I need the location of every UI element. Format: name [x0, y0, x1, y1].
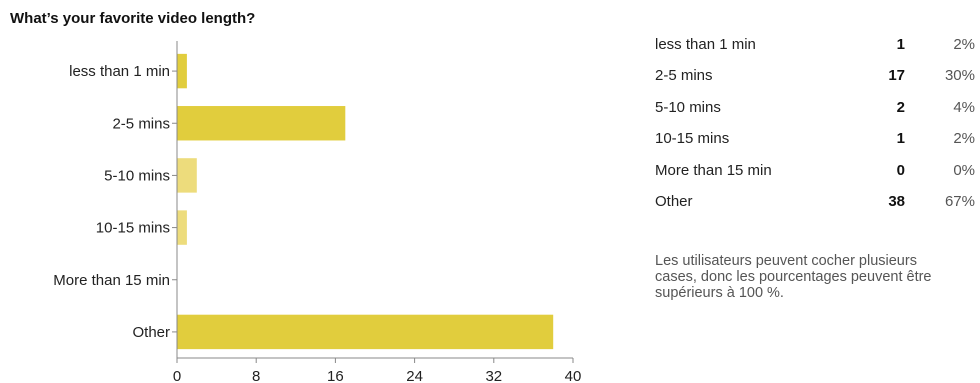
y-tick-label: 5-10 mins [104, 167, 170, 184]
x-tick-label: 24 [406, 368, 423, 383]
summary-label: 10-15 mins [655, 130, 730, 148]
bar [177, 314, 554, 350]
chart-title: What’s your favorite video length? [10, 10, 256, 27]
summary-row: 2-5 mins 17 30% [655, 67, 975, 98]
multi-select-note: Les utilisateurs peuvent cocher plusieur… [655, 253, 932, 301]
x-tick-label: 16 [327, 368, 344, 383]
summary-row: More than 15 min 0 0% [655, 162, 975, 193]
bar-chart: less than 1 min 2-5 mins 5-10 mins 10-15 mi… [53, 41, 582, 383]
y-tick-label: More than 15 min [53, 272, 170, 289]
summary-label: less than 1 min [655, 36, 756, 53]
y-tick-label: 2-5 mins [112, 115, 170, 132]
bar [177, 106, 346, 141]
summary-table: less than 1 min 1 2% 2-5 mins 17 30% 5-1… [655, 36, 975, 224]
summary-label: 5-10 mins [655, 98, 721, 116]
summary-row: 10-15 mins 1 2% [655, 130, 975, 161]
bar [177, 210, 187, 245]
summary-label: Other [655, 192, 693, 210]
summary-label: More than 15 min [655, 161, 772, 179]
summary-count: 1 [896, 130, 905, 148]
summary-percent: 30% [944, 67, 975, 85]
bar [177, 158, 197, 193]
summary-row: less than 1 min 1 2% [655, 36, 975, 67]
x-tick-label: 8 [252, 368, 260, 383]
x-tick-label: 0 [173, 368, 181, 383]
summary-percent: 2% [953, 130, 975, 148]
summary-percent: 0% [953, 161, 975, 179]
summary-percent: 67% [944, 192, 975, 210]
y-tick-label: Other [132, 324, 170, 341]
summary-row: 5-10 mins 2 4% [655, 99, 975, 130]
summary-count: 0 [896, 161, 905, 179]
y-tick-label: 10-15 mins [96, 220, 170, 237]
summary-count: 17 [888, 67, 905, 85]
bar [177, 53, 187, 89]
summary-count: 2 [896, 98, 905, 116]
x-tick-label: 32 [485, 368, 502, 383]
y-tick-label: less than 1 min [69, 63, 170, 80]
x-tick-label: 40 [565, 368, 582, 383]
summary-count: 1 [896, 36, 905, 53]
summary-percent: 4% [953, 98, 975, 116]
summary-label: 2-5 mins [655, 67, 713, 85]
summary-count: 38 [888, 192, 905, 210]
summary-percent: 2% [953, 36, 975, 53]
summary-row: Other 38 67% [655, 193, 975, 224]
